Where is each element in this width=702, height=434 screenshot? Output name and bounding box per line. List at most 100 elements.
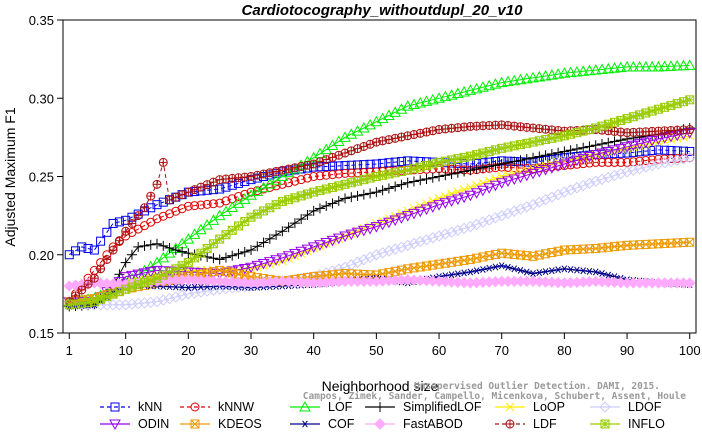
data-point-inflo: [685, 95, 695, 105]
data-point-knnw: [584, 158, 594, 168]
series-line-knn: [69, 149, 690, 256]
data-point-ldof: [533, 196, 546, 208]
data-point-ldof: [395, 241, 408, 253]
data-point-lof: [276, 170, 289, 181]
data-point-cof: [491, 263, 500, 271]
data-point-simplifiedlof: [277, 226, 288, 237]
data-point-simplifiedlof: [289, 218, 300, 229]
data-point-inflo: [635, 110, 645, 120]
data-point-ldof: [195, 286, 207, 298]
data-point-loop: [453, 187, 463, 197]
data-point-ldof: [420, 234, 433, 246]
legend-item-lof: LOF: [290, 400, 353, 414]
watermark-line-1: Campos, Zimek, Sander, Campello, Micenko…: [303, 391, 686, 402]
data-point-odin: [289, 248, 301, 260]
data-point-inflo: [133, 280, 143, 290]
data-point-ldf: [121, 226, 131, 236]
data-point-cof: [447, 271, 456, 279]
data-point-inflo: [660, 102, 670, 112]
data-point-cof: [560, 265, 569, 273]
data-point-cof: [485, 264, 494, 272]
data-point-simplifiedlof: [371, 187, 382, 198]
legend-item-loop: LoOP: [495, 400, 565, 414]
data-point-ldof: [126, 298, 138, 310]
data-point-odin: [326, 235, 339, 247]
data-point-ldf: [96, 264, 106, 274]
data-point-ldof: [370, 249, 383, 261]
data-point-knn: [158, 197, 168, 207]
data-point-odin: [245, 262, 257, 274]
data-point-odin: [533, 166, 546, 178]
data-point-knnw: [309, 172, 319, 181]
data-point-ldf: [685, 125, 695, 135]
data-point-ldof: [351, 256, 364, 268]
data-point-odin: [144, 267, 157, 278]
data-point-lof: [652, 60, 665, 72]
legend-swatch-marker: [505, 402, 515, 412]
data-point-ldof: [483, 214, 495, 226]
data-point-cof: [453, 270, 462, 278]
data-point-odin: [420, 204, 433, 216]
legend-item-kdeos: KDEOS: [180, 417, 262, 431]
data-point-inflo: [490, 145, 500, 155]
data-point-knnw: [233, 192, 243, 202]
data-point-ldof: [408, 237, 420, 250]
data-point-ldof: [496, 209, 508, 222]
data-point-odin: [483, 183, 496, 194]
data-point-ldf: [102, 254, 112, 264]
data-point-simplifiedlof: [515, 155, 526, 166]
data-point-simplifiedlof: [534, 151, 545, 162]
data-point-lof: [263, 177, 276, 189]
data-point-simplifiedlof: [352, 190, 363, 201]
data-point-knnw: [290, 176, 300, 186]
data-point-simplifiedlof: [390, 181, 401, 192]
data-point-odin: [126, 270, 138, 282]
data-point-simplifiedlof: [346, 192, 357, 203]
data-point-inflo: [208, 239, 218, 249]
data-point-knnw: [591, 157, 601, 167]
data-point-lof: [571, 65, 583, 77]
data-point-ldof: [358, 254, 370, 266]
data-point-inflo: [302, 189, 312, 199]
data-point-inflo: [171, 264, 181, 274]
data-point-ldof: [213, 283, 226, 295]
data-point-ldf: [453, 123, 463, 133]
data-point-knnw: [641, 156, 651, 166]
data-point-lof: [627, 60, 640, 72]
data-point-knnw: [340, 168, 350, 178]
data-point-inflo: [678, 97, 688, 107]
data-point-ldof: [445, 226, 458, 238]
data-point-knn: [403, 156, 413, 166]
data-point-lof: [558, 67, 571, 78]
data-point-knn: [96, 236, 106, 246]
data-point-odin: [345, 229, 358, 241]
data-point-ldf: [71, 291, 81, 301]
data-point-lof: [583, 64, 596, 76]
data-point-lof: [621, 60, 633, 72]
data-point-inflo: [259, 206, 269, 216]
legend-swatch-marker: [301, 420, 309, 428]
data-point-odin: [602, 146, 615, 158]
data-point-inflo: [628, 112, 638, 122]
x-tick-label: 20: [181, 343, 195, 358]
data-point-ldof: [527, 198, 539, 211]
data-point-simplifiedlof: [521, 153, 532, 164]
data-point-ldof: [151, 295, 163, 308]
data-point-knnw: [177, 204, 187, 214]
data-point-ldof: [546, 191, 558, 203]
data-point-cof: [472, 267, 481, 275]
data-point-simplifiedlof: [258, 237, 269, 248]
data-point-simplifiedlof: [496, 158, 507, 169]
data-point-knnw: [610, 157, 620, 167]
series-line-inflo: [69, 99, 690, 306]
x-tick-label: 30: [244, 343, 258, 358]
data-point-lof: [520, 72, 533, 84]
legend-label: LDOF: [628, 400, 662, 414]
legend-item-fastabod: FastABOD: [365, 417, 463, 431]
data-point-knnw: [208, 199, 218, 209]
data-point-ldf: [77, 285, 87, 295]
data-point-ldof: [539, 193, 552, 206]
data-point-lof: [683, 59, 696, 70]
data-point-simplifiedlof: [340, 193, 351, 204]
data-point-simplifiedlof: [296, 214, 307, 225]
